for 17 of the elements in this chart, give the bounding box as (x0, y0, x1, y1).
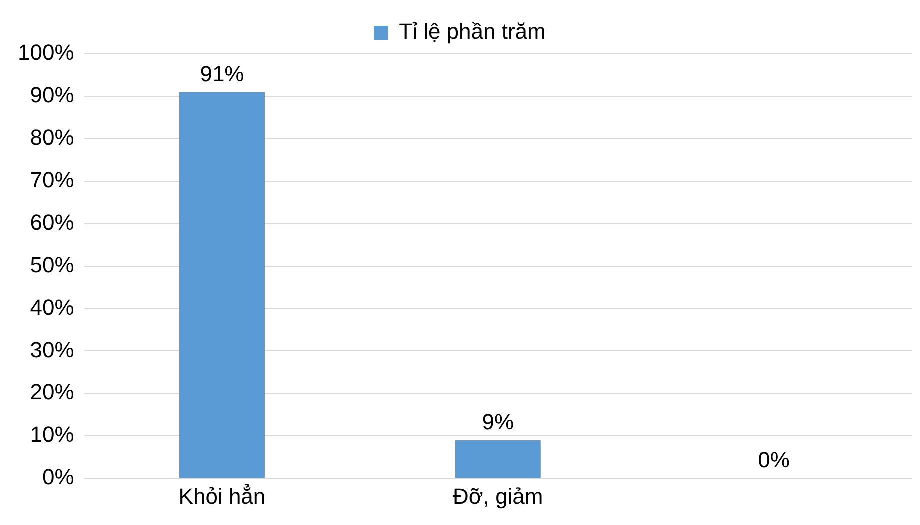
y-tick-label: 100% (18, 40, 74, 66)
y-tick-label: 50% (30, 252, 74, 278)
y-tick-label: 40% (30, 294, 74, 320)
legend-label: Tỉ lệ phần trăm (399, 19, 546, 44)
y-tick-label: 20% (30, 380, 74, 405)
y-tick-label: 90% (30, 82, 74, 108)
y-tick-label: 60% (30, 210, 74, 235)
y-tick-label: 80% (30, 124, 74, 150)
x-tick-label: Khỏi hẳn (178, 484, 266, 509)
y-tick-label: 70% (30, 167, 74, 192)
data-label: 91% (200, 61, 244, 86)
data-label: 0% (758, 448, 790, 473)
x-tick-label: Đỡ, giảm (453, 484, 544, 509)
y-tick-label: 30% (30, 337, 74, 362)
data-label: 9% (482, 409, 514, 434)
y-tick-label: 0% (42, 464, 74, 490)
y-tick-label: 10% (30, 422, 74, 448)
